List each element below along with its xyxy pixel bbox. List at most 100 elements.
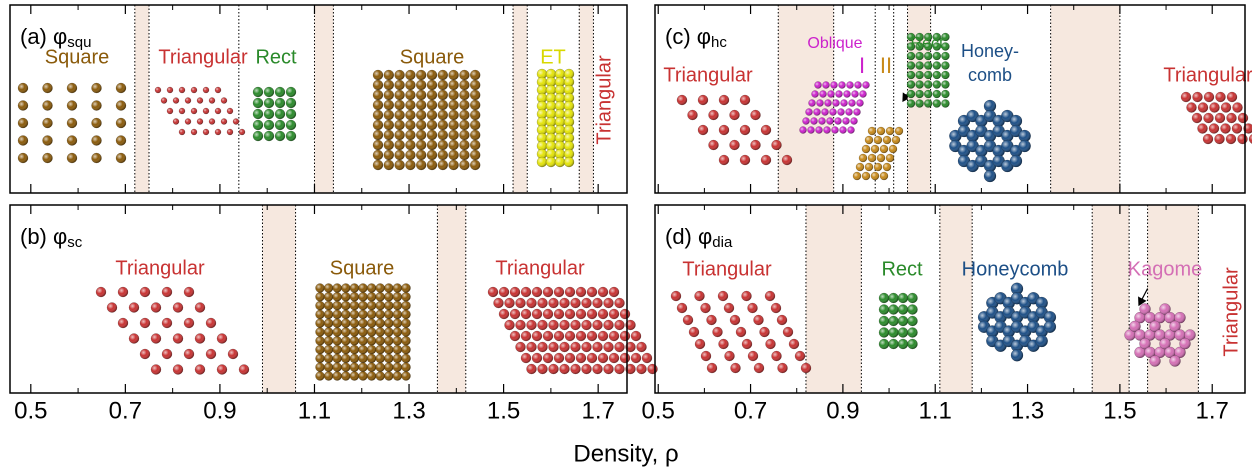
sphere-shade [350, 363, 359, 372]
sphere-shade [203, 87, 209, 93]
coexistence-band [437, 205, 465, 393]
sphere-shade [384, 90, 394, 100]
sphere-shade [449, 70, 459, 80]
panel-label: (a) φsqu [20, 24, 91, 51]
sphere-shade [203, 129, 209, 135]
sphere-shade [725, 351, 735, 361]
sphere-shade [333, 292, 342, 301]
sphere-shade [719, 339, 729, 349]
sphere-shade [350, 319, 359, 328]
sphere-shade [571, 298, 581, 308]
sphere-shade [868, 127, 876, 135]
sphere-shade [359, 319, 368, 328]
sphere-shade [395, 160, 405, 170]
sphere-shade [316, 292, 325, 301]
sphere-shade [941, 81, 949, 89]
sphere-shade [367, 345, 376, 354]
sphere-shade [852, 91, 859, 98]
sphere-shade [179, 87, 185, 93]
sphere-shade [898, 328, 908, 338]
sphere-shade [698, 95, 708, 105]
sphere-shade [754, 363, 764, 373]
sphere-shade [203, 108, 209, 114]
sphere-shade [908, 339, 918, 349]
sphere-shade [367, 292, 376, 301]
sphere-shade [92, 101, 102, 111]
sphere-shade [879, 339, 889, 349]
sphere-shade [677, 95, 687, 105]
sphere-shade [499, 309, 509, 319]
sphere-shade [449, 120, 459, 130]
sphere-shade [233, 119, 239, 125]
sphere-shade [179, 108, 185, 114]
sphere-shade [227, 129, 233, 135]
sphere-shade [863, 82, 870, 89]
sphere-shade [333, 372, 342, 381]
sphere-shade [393, 372, 402, 381]
sphere-shade [209, 119, 215, 125]
sphere-shade [510, 309, 520, 319]
sphere-shade [615, 298, 625, 308]
sphere-shade [916, 81, 924, 89]
phase-label: Honeycomb [962, 258, 1069, 280]
sphere-shade [384, 310, 393, 319]
sphere-shade [350, 310, 359, 319]
sphere-shade [367, 319, 376, 328]
sphere-shade [367, 310, 376, 319]
sphere-shade [494, 298, 504, 308]
sphere-shade [438, 150, 448, 160]
sphere-shade [173, 303, 183, 313]
sphere-shade [1181, 92, 1191, 102]
sphere-shade [941, 52, 949, 60]
sphere-shade [155, 87, 161, 93]
sphere-shade [908, 305, 918, 315]
sphere-shade [253, 131, 263, 141]
sphere-shade [740, 155, 750, 165]
sphere-shade [316, 372, 325, 381]
sphere-shade [67, 101, 77, 111]
sphere-shade [1198, 103, 1208, 113]
sphere-shade [367, 354, 376, 363]
sphere-shade [350, 372, 359, 381]
sphere-shade [359, 328, 368, 337]
sphere-shade [350, 301, 359, 310]
sphere-shade [840, 127, 847, 134]
sphere-shade [883, 163, 891, 171]
sphere-shade [470, 90, 480, 100]
sphere-shade [701, 351, 711, 361]
sphere-shade [839, 82, 846, 89]
sphere-shade [795, 351, 805, 361]
sphere-shade [449, 130, 459, 140]
sphere-shade [376, 284, 385, 293]
sphere-shade [874, 163, 882, 171]
sphere-shade [836, 91, 843, 98]
sphere-shade [730, 110, 740, 120]
sphere-shade [505, 320, 515, 330]
sphere-shade [677, 303, 687, 313]
sphere-shade [215, 108, 221, 114]
coexistence-band [806, 205, 861, 393]
sphere-shade [324, 354, 333, 363]
sphere-shade [772, 140, 782, 150]
sphere-shade [324, 328, 333, 337]
sphere-shade [593, 364, 603, 374]
sphere-shade [350, 336, 359, 345]
phase-label: Triangular [663, 64, 753, 86]
sphere-shade [1209, 124, 1219, 134]
x-tick-label: 1.3 [392, 397, 425, 424]
sphere-shade [373, 80, 383, 90]
sphere-shade [438, 110, 448, 120]
panel-label: (b) φsc [20, 224, 83, 251]
sphere-shade [554, 331, 564, 341]
coexistence-band [314, 5, 333, 193]
sphere-shade [1010, 155, 1022, 167]
x-tick-label: 1.7 [581, 397, 614, 424]
sphere-shade [851, 118, 858, 125]
sphere-shade [373, 100, 383, 110]
sphere-shade [1226, 134, 1236, 144]
sphere-shade [879, 328, 889, 338]
sphere-shade [1210, 103, 1220, 113]
sphere-shade [527, 342, 537, 352]
sphere-shade [537, 157, 547, 167]
sphere-shade [892, 136, 900, 144]
